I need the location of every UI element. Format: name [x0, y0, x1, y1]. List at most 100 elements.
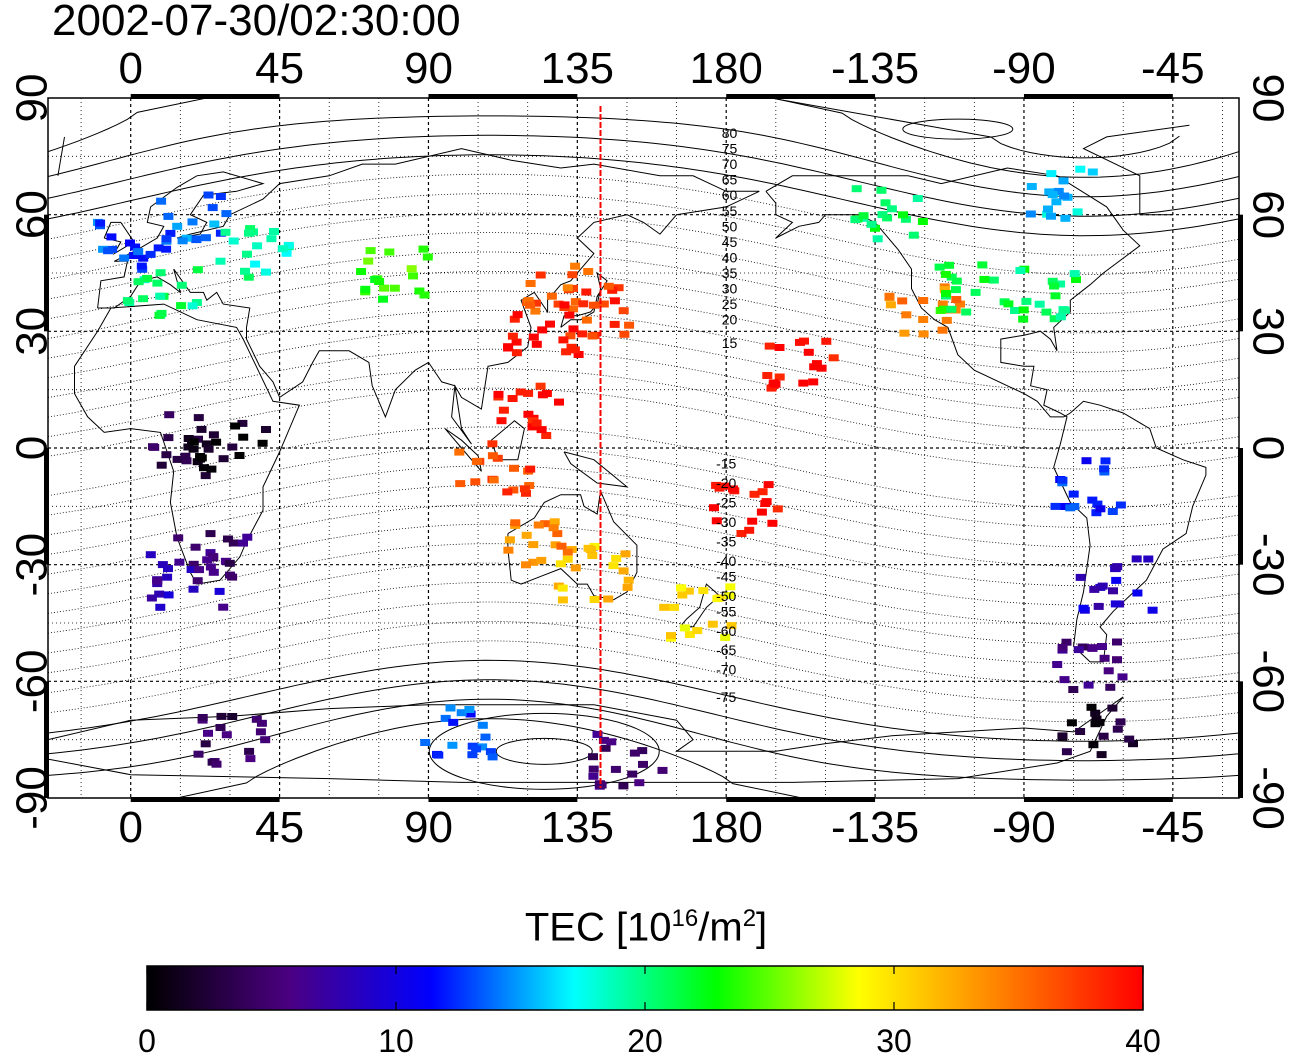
- tec-cell: [487, 753, 498, 761]
- tec-cell: [389, 284, 400, 292]
- tec-cell: [1090, 720, 1101, 728]
- tec-cell: [908, 231, 919, 239]
- colorbar-tick-label: 20: [627, 1023, 663, 1057]
- tec-cell: [136, 262, 147, 270]
- tec-cell: [1147, 606, 1158, 614]
- tec-cell: [545, 320, 555, 328]
- tec-cell: [578, 300, 589, 308]
- tec-cell: [540, 520, 551, 528]
- tec-cell: [1091, 509, 1102, 517]
- contour-label: 55: [722, 203, 738, 219]
- tec-cell: [939, 286, 950, 294]
- contour-line: [48, 698, 1239, 781]
- tec-cell: [762, 372, 773, 379]
- tec-cell: [1049, 315, 1060, 323]
- tec-cell: [618, 567, 629, 575]
- tec-cell: [1112, 563, 1123, 571]
- tec-cell: [537, 391, 548, 399]
- tec-cell: [568, 305, 579, 313]
- tec-cell: [177, 237, 188, 245]
- tec-cell: [378, 295, 388, 303]
- tec-cell: [1058, 177, 1069, 185]
- tec-cell: [946, 273, 957, 281]
- tec-cell: [509, 464, 519, 472]
- tec-cell: [203, 729, 213, 737]
- contour-line: [48, 543, 1239, 625]
- tec-cell: [683, 587, 694, 595]
- tec-cell: [242, 250, 252, 258]
- contour-line: [48, 659, 1239, 742]
- tec-cell: [525, 280, 536, 287]
- tec-cell: [1089, 585, 1100, 593]
- tec-cell: [567, 271, 578, 279]
- tec-cell: [1105, 683, 1116, 691]
- lon-tick-label-bottom: 0: [118, 803, 142, 852]
- tec-cell: [950, 286, 961, 294]
- tec-cell: [657, 766, 668, 774]
- tec-cell: [223, 535, 233, 543]
- tec-cell: [162, 573, 173, 581]
- tec-cell: [619, 330, 630, 338]
- tec-cell: [1075, 573, 1086, 581]
- tec-cell: [1050, 502, 1061, 510]
- tec-cell: [1087, 496, 1098, 504]
- tec-cell: [937, 300, 948, 308]
- contour-line: [48, 212, 1239, 295]
- tec-cell: [557, 584, 568, 592]
- tec-cell: [1046, 212, 1056, 220]
- contour-line: [48, 484, 1239, 567]
- tec-cell: [445, 704, 456, 712]
- tec-cell: [260, 736, 271, 744]
- tec-cell: [541, 432, 552, 439]
- contour-line: [48, 368, 1239, 450]
- tec-cell: [600, 744, 611, 752]
- tec-cell: [467, 751, 478, 759]
- tec-cell: [1143, 555, 1154, 563]
- tec-cell: [677, 591, 688, 599]
- tec-cell: [196, 425, 207, 433]
- tec-cell: [269, 228, 279, 235]
- tec-cell: [1060, 214, 1071, 222]
- tec-cell: [736, 530, 747, 537]
- lon-tick-label-top: 180: [689, 44, 762, 93]
- tec-cell: [149, 443, 160, 451]
- tec-cell: [1110, 600, 1121, 608]
- tec-cell: [629, 749, 640, 757]
- contour-label: 45: [722, 234, 738, 250]
- contour-label: -25: [716, 494, 736, 510]
- tec-cell: [897, 297, 908, 305]
- tec-cell: [161, 245, 172, 253]
- tec-cell: [531, 419, 542, 427]
- frame-bar: [1023, 94, 1173, 99]
- lon-tick-label-bottom: 135: [541, 803, 614, 852]
- contour-line: [48, 582, 1239, 664]
- map-frame: [44, 94, 1243, 802]
- tec-cell: [744, 526, 755, 534]
- tec-cell: [1097, 643, 1107, 650]
- tec-cell: [153, 244, 164, 252]
- tec-cell: [374, 278, 385, 285]
- tec-cell: [422, 253, 433, 261]
- tec-cell: [581, 288, 592, 296]
- tec-cell: [363, 257, 374, 265]
- contour-label: -55: [716, 603, 736, 619]
- contour-label: -15: [716, 456, 736, 472]
- tec-cell: [519, 485, 530, 493]
- tec-cell: [208, 431, 219, 439]
- frame-bar: [428, 94, 578, 99]
- coastline: [563, 451, 629, 488]
- tec-cell: [1087, 644, 1098, 652]
- graticule-grid: [48, 98, 1239, 798]
- tec-cell: [979, 275, 990, 283]
- coastline: [48, 696, 1124, 783]
- tec-cell: [211, 760, 222, 768]
- frame-bar: [44, 214, 49, 332]
- tec-cell: [365, 247, 376, 255]
- tec-cell: [261, 268, 271, 276]
- tec-cell: [1068, 686, 1079, 693]
- tec-cell: [1112, 638, 1122, 646]
- colorbar-tick-label: 30: [876, 1023, 912, 1057]
- tec-cell: [1059, 676, 1070, 684]
- lat-tick-label-right: 60: [1244, 190, 1292, 239]
- tec-cell: [562, 548, 573, 556]
